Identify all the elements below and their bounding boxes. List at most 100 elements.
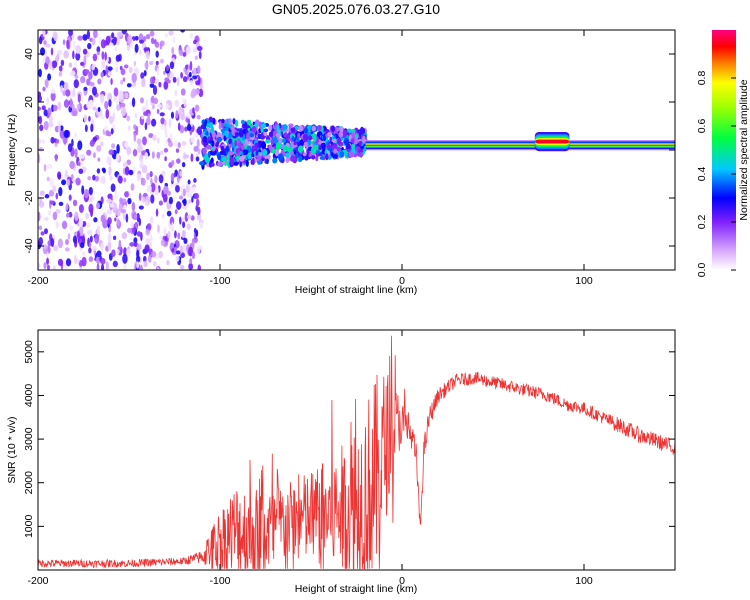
- spectrogram-cell: [113, 36, 118, 43]
- spectrogram-cell: [169, 72, 174, 80]
- spectrogram-cell: [68, 62, 73, 68]
- spectrogram-cell: [177, 122, 181, 131]
- spectrogram-cell: [143, 69, 147, 77]
- spectrogram-cell: [65, 238, 69, 246]
- spectrogram-cell: [319, 152, 323, 157]
- spectrogram-cell: [84, 69, 90, 74]
- spectrogram-cell: [141, 115, 145, 120]
- spectrogram-cell: [70, 70, 76, 77]
- spectrogram-cell: [68, 211, 73, 218]
- spectrogram-cell: [118, 90, 124, 100]
- spectrogram-cell: [127, 227, 133, 233]
- spectrogram-cell: [196, 114, 201, 120]
- spectrogram-cell: [86, 222, 91, 228]
- spectrogram-cell: [188, 71, 192, 78]
- spectrogram-cell: [148, 133, 154, 139]
- spectrogram-cell: [225, 145, 229, 153]
- spectrogram-cell: [100, 257, 106, 265]
- spectrogram-cell: [274, 148, 280, 157]
- spectrogram-cell: [128, 169, 134, 176]
- spectrogram-cell: [47, 73, 52, 81]
- spectrogram-cell: [135, 125, 139, 136]
- spectrogram-cell: [150, 182, 156, 193]
- spectrogram-cell: [75, 44, 81, 55]
- spectrogram-cell: [277, 153, 284, 161]
- spectrogram-cell: [109, 42, 114, 47]
- spectrogram-cell: [282, 124, 288, 130]
- spectrogram-cell: [83, 86, 88, 91]
- spectrogram-cell: [210, 162, 215, 167]
- spectrogram-cell: [311, 155, 316, 160]
- spectrogram-cell: [99, 93, 105, 104]
- spectrogram-cell: [145, 34, 151, 40]
- spectrogram-cell: [123, 247, 127, 256]
- spectrogram-cell: [171, 159, 175, 166]
- spectrogram-cell: [141, 164, 148, 174]
- spectrogram-cell: [151, 118, 157, 127]
- spectrogram-cell: [63, 82, 68, 90]
- spectrogram-cell: [58, 124, 61, 133]
- spectrogram-cell: [163, 147, 169, 153]
- spectrogram-cell: [190, 153, 194, 162]
- spectrogram-cell: [122, 140, 126, 147]
- x-tick-label: 100: [575, 575, 593, 587]
- spectrogram-cell: [136, 231, 142, 237]
- spectrogram-cell: [186, 214, 192, 219]
- spectrogram-cell: [44, 216, 49, 222]
- spectrogram-cell: [58, 186, 63, 197]
- spectrogram-cell: [38, 115, 43, 125]
- spectrogram-cell: [62, 39, 66, 45]
- spectrogram-cell: [160, 239, 165, 247]
- spectrogram-cell: [154, 78, 160, 84]
- spectrogram-cell: [52, 104, 58, 112]
- spectrogram-cell: [115, 66, 119, 73]
- spectrogram-cell: [65, 202, 69, 211]
- spectrogram-cell: [89, 37, 93, 42]
- spectrogram-cell: [60, 84, 64, 94]
- spectrogram-cell: [163, 70, 166, 75]
- spectrogram-cell: [131, 72, 137, 83]
- spectrogram-cell: [160, 124, 166, 130]
- spectrogram-cell: [80, 75, 86, 84]
- spectrogram-cell: [165, 103, 170, 110]
- spectrogram-cell: [111, 249, 116, 257]
- spectrogram-cell: [223, 123, 228, 127]
- spectrogram-cell: [159, 235, 163, 240]
- spectrogram-cell: [228, 118, 232, 126]
- spectrogram-cell: [42, 57, 47, 64]
- spectrogram-cell: [296, 136, 300, 143]
- spectrogram-cell: [164, 32, 168, 39]
- spectrogram-cell: [179, 125, 185, 134]
- spectrogram-cell: [77, 35, 83, 41]
- spectrogram-cell: [159, 112, 165, 117]
- spectrogram-cell: [204, 128, 208, 133]
- spectrogram-cell: [136, 261, 139, 269]
- spectrogram-cell: [107, 66, 113, 71]
- spectrogram-cell: [169, 61, 175, 70]
- spectrogram-cell: [331, 154, 338, 159]
- spectrogram-cell: [130, 183, 135, 191]
- spectrogram-cell: [116, 31, 123, 38]
- spectrogram-cell: [69, 225, 74, 232]
- spectrogram-cell: [330, 125, 336, 132]
- spectrogram-cell: [95, 202, 100, 210]
- spectrogram-cell: [114, 46, 118, 52]
- spectrogram-cell: [191, 196, 194, 203]
- spectrogram-cell: [297, 145, 304, 153]
- spectrogram-cell: [121, 232, 128, 240]
- spectrogram-cell: [338, 131, 344, 138]
- spectrogram-cell: [55, 209, 61, 214]
- spectrogram-cell: [160, 117, 165, 125]
- spectrogram-cell: [171, 222, 174, 231]
- spectrogram-cell: [192, 75, 198, 80]
- spectrogram-cell: [113, 87, 119, 97]
- spectrogram-cell: [45, 43, 51, 48]
- spectrogram-cell: [192, 107, 195, 114]
- spectrogram-cell: [184, 212, 189, 222]
- spectrogram-cell: [170, 111, 175, 119]
- spectrogram-cell: [95, 256, 101, 265]
- spectrogram-cell: [158, 174, 164, 184]
- spectrogram-cell: [318, 145, 322, 151]
- spectrogram-cell: [265, 158, 269, 165]
- spectrogram-cell: [67, 233, 71, 240]
